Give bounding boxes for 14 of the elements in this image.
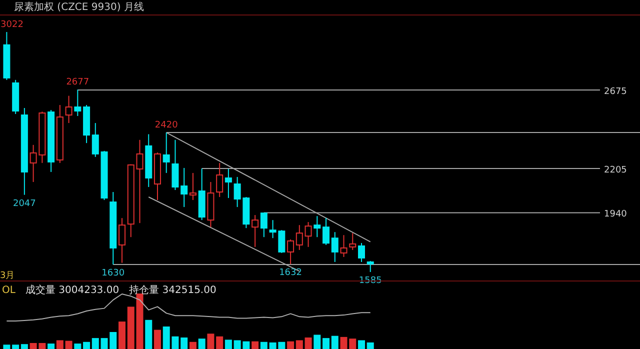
text: 2420 <box>154 120 178 131</box>
text: 2047 <box>12 198 36 209</box>
annotation: 成交量 3004233.00 <box>25 284 120 296</box>
ref-line-label: 1940 <box>604 210 628 220</box>
text: 2677 <box>66 78 90 88</box>
text: 3022 <box>0 20 24 30</box>
annotation: 持仓量 342515.00 <box>129 284 216 296</box>
chart-title: 尿素加权 (CZCE 9930) 月线 <box>14 1 144 13</box>
ref-line-label: 2675 <box>604 86 627 97</box>
ref-line-label: 2205 <box>604 165 627 176</box>
text: 1630 <box>102 268 125 278</box>
annotation: OL <box>2 285 16 296</box>
annotation: 3月 <box>0 271 15 281</box>
text: 1632 <box>279 268 302 278</box>
